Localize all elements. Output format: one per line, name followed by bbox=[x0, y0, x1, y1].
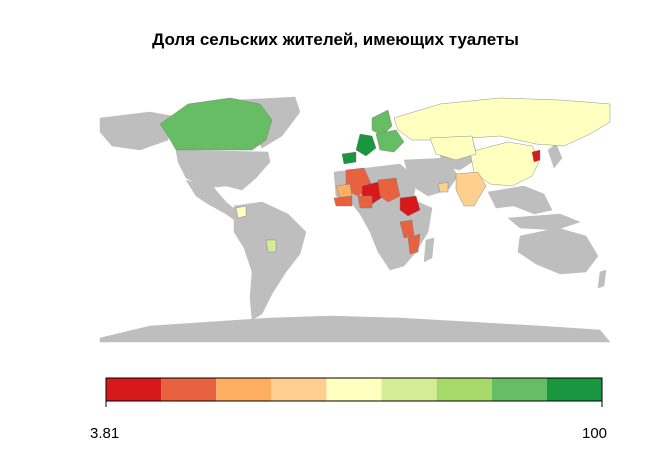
region-nigeria bbox=[357, 195, 373, 209]
region-eastern-europe bbox=[375, 129, 405, 153]
legend-bin-3 bbox=[216, 378, 272, 401]
region-japan bbox=[547, 143, 563, 169]
region-sudan bbox=[377, 177, 401, 203]
color-legend bbox=[105, 377, 603, 407]
region-canada bbox=[159, 97, 273, 151]
region-yemen bbox=[437, 181, 449, 193]
region-antarctica bbox=[99, 315, 611, 343]
region-mozambique bbox=[407, 233, 421, 255]
region-madagascar bbox=[423, 237, 435, 263]
legend-bin-4 bbox=[271, 378, 327, 401]
region-scandinavia bbox=[371, 109, 393, 137]
region-russia bbox=[393, 97, 611, 147]
region-north-korea bbox=[531, 149, 541, 163]
region-west-africa bbox=[333, 195, 353, 207]
land-with-data bbox=[159, 97, 611, 255]
legend-min-label: 3.81 bbox=[90, 425, 120, 442]
region-spain bbox=[341, 151, 357, 165]
legend-bin-2 bbox=[161, 378, 217, 401]
region-kazakhstan bbox=[429, 135, 477, 161]
region-indonesia bbox=[507, 213, 581, 231]
region-india bbox=[455, 171, 487, 207]
legend-bin-5 bbox=[326, 378, 382, 401]
legend-bin-8 bbox=[491, 378, 547, 401]
legend-bin-6 bbox=[381, 378, 437, 401]
legend-max-label: 100 bbox=[582, 425, 608, 442]
region-alaska bbox=[99, 111, 173, 151]
region-western-europe bbox=[355, 133, 377, 157]
legend-frame bbox=[105, 377, 603, 402]
region-colombia bbox=[235, 205, 247, 219]
region-southeast-asia bbox=[487, 185, 553, 215]
region-south-america bbox=[233, 201, 307, 321]
region-new-zealand bbox=[597, 269, 607, 289]
legend-bin-7 bbox=[436, 378, 492, 401]
region-usa bbox=[175, 149, 271, 191]
legend-bin-9 bbox=[546, 378, 602, 401]
region-paraguay bbox=[265, 239, 277, 253]
region-australia bbox=[517, 227, 599, 275]
legend-bin-1 bbox=[106, 378, 162, 401]
region-ethiopia bbox=[399, 195, 421, 217]
map-title: Доля сельских жителей, имеющих туалеты bbox=[152, 30, 519, 49]
